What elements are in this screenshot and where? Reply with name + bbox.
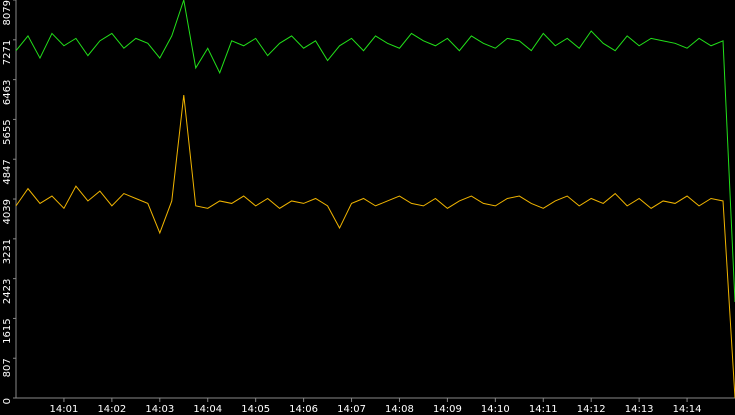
x-tick-label: 14:01 [50, 404, 79, 415]
y-tick-label: 6463 [2, 80, 13, 105]
x-tick-label: 14:10 [481, 404, 510, 415]
y-tick-label: 1615 [2, 318, 13, 343]
x-tick-label: 14:05 [241, 404, 270, 415]
series-line [15, 0, 735, 302]
y-tick-label: 4847 [2, 159, 13, 184]
y-tick-label: 4039 [2, 199, 13, 224]
x-tick-label: 14:08 [385, 404, 414, 415]
y-tick-label: 5655 [2, 119, 13, 144]
x-tick-label: 14:14 [673, 404, 702, 415]
x-tick-label: 14:12 [577, 404, 606, 415]
y-tick-label: 807 [2, 358, 13, 377]
x-tick-label: 14:09 [433, 404, 462, 415]
y-tick-label: 3231 [2, 239, 13, 264]
x-tick-label: 14:04 [193, 404, 222, 415]
x-tick-label: 14:06 [289, 404, 318, 415]
x-tick-label: 14:13 [625, 404, 654, 415]
x-tick-label: 14:03 [145, 404, 174, 415]
y-tick-label: 8079 [2, 0, 13, 25]
x-tick-label: 14:07 [337, 404, 366, 415]
y-tick-label: 0 [2, 398, 13, 404]
series-line [15, 94, 735, 399]
x-tick-label: 14:02 [97, 404, 126, 415]
y-tick-label: 2423 [2, 279, 13, 304]
x-tick-label: 14:11 [529, 404, 558, 415]
y-tick-label: 7271 [2, 40, 13, 65]
